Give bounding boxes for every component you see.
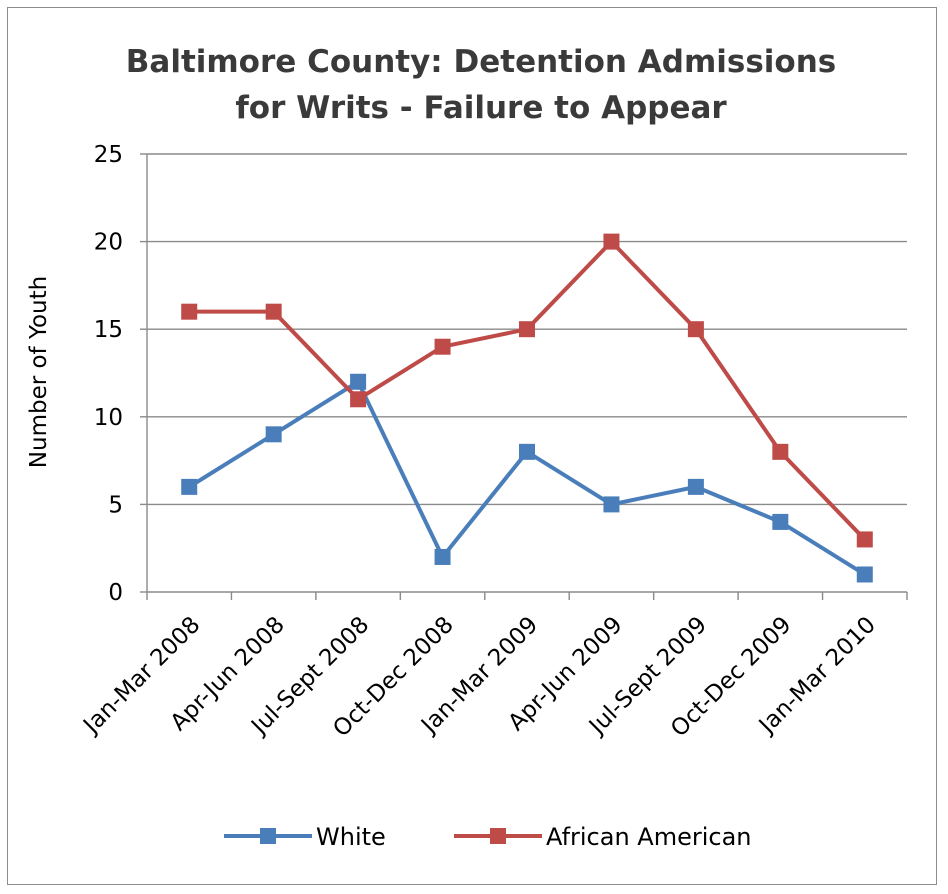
data-point-white bbox=[519, 443, 535, 460]
legend-item-white: White bbox=[224, 823, 386, 851]
series-lines bbox=[181, 233, 873, 583]
legend: White African American bbox=[224, 823, 752, 851]
data-point-white bbox=[687, 478, 704, 495]
data-point-african-american bbox=[265, 303, 282, 320]
chart-title: Baltimore County: Detention Admissions f… bbox=[126, 44, 836, 126]
data-point-white bbox=[434, 548, 451, 565]
y-tick-label: 10 bbox=[94, 405, 123, 431]
legend-marker bbox=[260, 828, 276, 844]
y-tick-label: 15 bbox=[94, 317, 123, 343]
y-axis-label: Number of Youth bbox=[26, 276, 52, 468]
y-tick-label: 5 bbox=[108, 492, 123, 518]
legend-label: African American bbox=[546, 823, 752, 851]
series-line-african-american bbox=[189, 239, 867, 541]
data-point-african-american bbox=[856, 531, 873, 548]
data-point-white bbox=[856, 566, 873, 583]
chart-title-line-2: for Writs - Failure to Appear bbox=[235, 90, 727, 126]
data-point-white bbox=[265, 426, 282, 443]
legend-label: White bbox=[316, 823, 386, 851]
data-point-white bbox=[350, 373, 367, 390]
chart-title-line-1: Baltimore County: Detention Admissions bbox=[126, 44, 836, 80]
y-tick-label: 0 bbox=[108, 580, 123, 606]
data-point-african-american bbox=[519, 321, 535, 338]
legend-marker bbox=[490, 828, 506, 844]
series-line-white bbox=[188, 379, 866, 577]
data-point-white bbox=[603, 496, 620, 513]
data-point-african-american bbox=[350, 391, 367, 408]
data-point-white bbox=[181, 478, 198, 495]
data-point-african-american bbox=[772, 443, 789, 460]
data-point-african-american bbox=[181, 303, 198, 320]
gridlines bbox=[147, 153, 907, 506]
data-point-african-american bbox=[603, 233, 620, 250]
data-point-african-american bbox=[434, 338, 451, 355]
y-tick-label: 25 bbox=[94, 142, 123, 168]
legend-item-african-american: African American bbox=[454, 823, 752, 851]
data-point-white bbox=[772, 513, 789, 530]
data-point-african-american bbox=[687, 321, 704, 338]
y-tick-label: 20 bbox=[94, 230, 123, 256]
